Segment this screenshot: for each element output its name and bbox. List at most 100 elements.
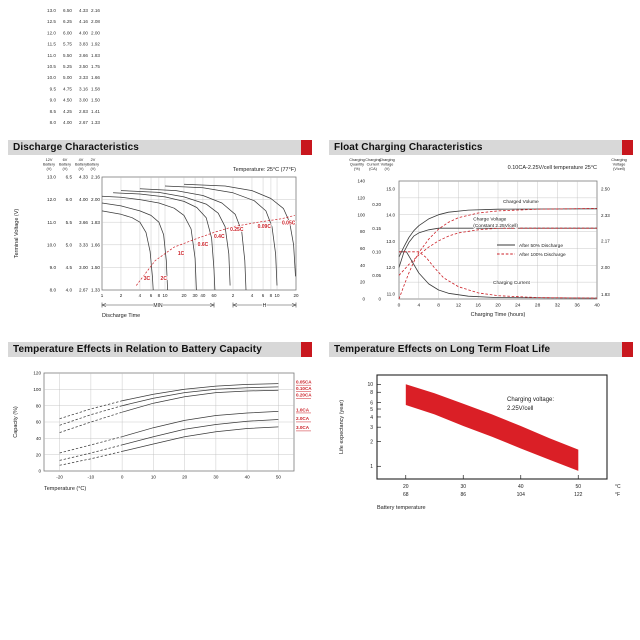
y-tick-label: 1.66 [91,242,100,247]
curve-label: 1.0CA [296,407,310,412]
ca-tick-label: 0.20 [372,202,381,207]
y-tick-label: 10.0 [47,242,56,247]
y-tick-label: 5.0 [66,242,73,247]
y-axis-title: Life expectancy (year) [339,400,345,454]
discharge-curve-0.05C [183,183,296,277]
axis-group-arrow [101,304,107,307]
float-life-panel: Temperature Effects on Long Term Float L… [329,342,633,529]
v-tick-label: 14.0 [386,213,395,218]
fragment-axis-value: 3.66 [79,53,88,58]
x-tick-label-c: 40 [518,484,524,490]
right-axis-header: (V/cell) [613,167,626,171]
temp-capacity-panel: Temperature Effects in Relation to Batte… [8,342,312,515]
x-tick-label: 20 [182,475,188,480]
curve-label: 2.0CA [296,416,310,421]
curve-label: 0.10CA [296,386,312,391]
pct-tick-label: 140 [357,179,365,184]
discharge-curve-1C [101,195,197,291]
fragment-axis-value: 12.0 [47,30,56,35]
y-column-header: 4V [79,158,84,162]
x-tick-label-min: 30 [193,293,199,298]
discharge-curve-2C [101,202,168,291]
x-tick-label-c: 30 [460,484,466,490]
fragment-axis-value: 6.50 [63,8,72,13]
curve-label: 0.25C [230,227,244,233]
fragment-axis-value: 9.5 [50,86,57,91]
x-tick-label-hour: 8 [270,293,273,298]
pct-tick-label: 60 [360,246,366,251]
x-tick-label: -20 [56,475,63,480]
capacity-curve-1.0CA [121,411,279,438]
discharge-curve-0.4C [120,190,231,286]
charge-voltage-after-50pct [398,227,597,268]
y-tick-label: 80 [36,403,42,408]
x-tick-label: 40 [594,303,600,309]
section-title: Temperature Effects on Long Term Float L… [334,344,551,355]
x-tick-label: 0 [121,475,124,480]
float-charging-chart: ChargingQuantity(%)ChargingCurrent(CA)Ch… [349,158,626,318]
axis-group-label: H [263,303,267,309]
fragment-axis-value: 4.25 [63,109,72,114]
x-tick-label: 50 [276,475,282,480]
pct-tick-label: 80 [360,229,366,234]
section-header-discharge: Discharge Characteristics [8,140,312,155]
y-column-header: (V) [46,167,52,171]
vcell-tick-label: 2.00 [601,265,610,270]
fragment-axis-value: 5.25 [63,64,72,69]
fragment-axis-value: 5.75 [63,42,72,47]
left-axis-header: (V) [384,167,390,171]
x-tick-label-min: 20 [181,293,187,298]
header-accent-block [622,342,633,357]
ca-tick-label: 0.10 [372,249,381,254]
fragment-axis-value: 3.00 [79,98,88,103]
capacity-curve-0.10CA-cold [59,405,123,426]
y-tick-label: 6 [370,400,373,406]
fragment-axis-value: 12.5 [47,19,56,24]
float-life-band [405,384,579,471]
temperature-capacity-chart: 120 100 80 60 40 20 0 -20 -10 0 10 20 30 40 50 Temperat… [13,371,312,492]
y-tick-label: 6.0 [66,197,73,202]
axis-group-arrow [209,304,215,307]
charged-volume-after-50pct [398,208,598,258]
left-axis-header: Charging [365,158,380,162]
fragment-axis-value: 6.25 [63,19,72,24]
y-tick-label: 5.5 [66,220,73,225]
vcell-tick-label: 2.50 [601,186,610,191]
x-tick-label-min: 60 [212,293,218,298]
ca-tick-label: 0.15 [372,226,381,231]
v-tick-label: 13.0 [386,239,395,244]
x-tick-label: 32 [555,303,561,309]
left-axis-header: Quantity [350,163,364,167]
v-tick-label: 12.0 [386,265,395,270]
capacity-curve-3.0CA [122,426,279,452]
fragment-axis-value: 4.00 [63,120,72,125]
left-axis-header: Current [367,163,381,167]
fragment-axis-value: 4.75 [63,86,72,91]
fragment-axis-value: 11.0 [47,53,56,58]
curve-label: 0.05CA [296,379,312,384]
series-label: Charged Volume [503,199,539,205]
fragment-axis-value: 1.33 [91,120,100,125]
charging-current-after-100pct [399,251,598,299]
fragment-axis-value: 1.75 [91,64,100,69]
fragment-axis-value: 5.50 [63,53,72,58]
y-axis-title: Capacity (%) [13,406,19,438]
x-tick-label: 10 [151,475,157,480]
curve-label: 2C [161,276,168,282]
series-label: (Constant 2.25V/cell) [473,223,518,229]
vcell-tick-label: 2.17 [601,238,610,243]
y-tick-label: 3.33 [79,242,88,247]
x-axis-title: Charging Time (hours) [471,312,526,318]
y-tick-label: 8 [370,390,373,396]
fragment-axis-value: 3.83 [79,42,88,47]
discharge-curve-0.6C [113,192,216,291]
y-tick-label: 2 [370,439,373,445]
capacity-curve-0.10CA [122,386,279,407]
axis-group-arrow [291,303,297,306]
fragment-axis-value: 8.5 [50,109,57,114]
right-axis-header: Voltage [613,163,626,167]
y-column-header: 6V [63,158,68,162]
fragment-axis-value: 9.0 [50,98,57,103]
charged-volume-after-100pct [398,208,598,300]
section-header-float-charging: Float Charging Characteristics [329,140,633,155]
